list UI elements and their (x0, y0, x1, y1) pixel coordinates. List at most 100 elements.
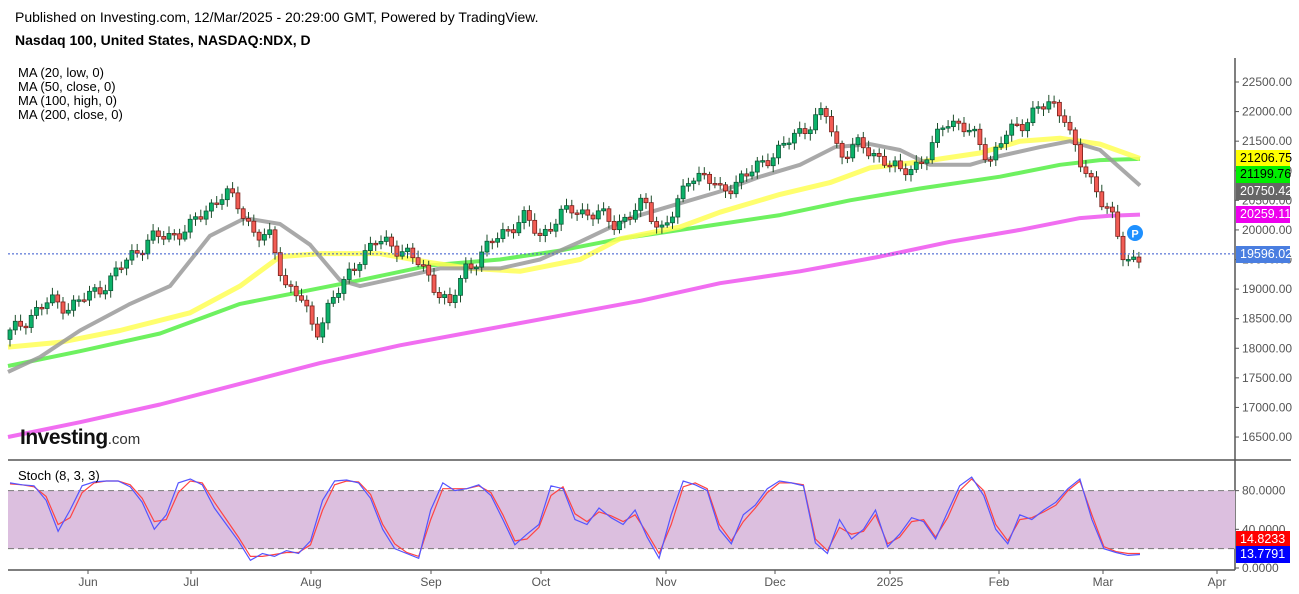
candle-down (1041, 106, 1046, 110)
candle-up (1035, 106, 1041, 109)
candle-down (823, 108, 829, 117)
candle-up (320, 322, 326, 338)
candle-down (420, 264, 426, 267)
candle-down (134, 250, 140, 254)
candle-down (489, 240, 495, 244)
ma20-line (7, 139, 1142, 374)
candle-down (235, 192, 241, 210)
x-tick-label: Feb (989, 575, 1010, 589)
candle-down (961, 122, 967, 133)
candle-up (208, 202, 214, 212)
candle-down (548, 228, 553, 232)
candle-down (505, 229, 511, 232)
candle-down (394, 245, 400, 257)
candle-down (1078, 144, 1083, 168)
candle-up (129, 250, 135, 261)
x-tick-label: Jun (78, 575, 97, 589)
candle-up (601, 208, 606, 212)
symbol-title: Nasdaq 100, United States, NASDAQ:NDX, D (15, 32, 311, 48)
candle-up (749, 171, 755, 177)
candle-up (617, 220, 622, 231)
x-tick-label: 2025 (877, 575, 904, 589)
candle-up (71, 299, 76, 311)
badge-label: P (1131, 229, 1138, 241)
candle-down (431, 274, 437, 293)
candle-down (1014, 123, 1020, 126)
candle-up (1046, 101, 1052, 110)
candle-down (898, 160, 903, 170)
candle-up (166, 233, 172, 240)
candle-up (855, 137, 861, 146)
candle-up (193, 216, 198, 220)
candle-down (1057, 101, 1062, 117)
candle-up (187, 218, 193, 233)
candle-down (1110, 206, 1115, 213)
candle-up (516, 222, 522, 234)
x-tick-label: Mar (1093, 575, 1114, 589)
y-tick-label: 17500.00 (1242, 371, 1292, 385)
candle-up (680, 185, 686, 200)
candle-up (797, 128, 803, 134)
candle-down (198, 216, 204, 220)
candle-up (813, 114, 818, 131)
candle-down (309, 305, 315, 325)
candle-up (913, 161, 919, 170)
candle-up (458, 277, 463, 296)
candle-up (929, 142, 935, 161)
candle-down (177, 233, 183, 240)
candle-down (1094, 176, 1099, 193)
ma-legend: MA (20, low, 0) MA (50, close, 0) MA (10… (18, 66, 123, 122)
y-tick-label: 22000.00 (1242, 105, 1292, 119)
candle-down (288, 284, 294, 287)
candle-up (807, 129, 813, 134)
y-tick-label: 19000.00 (1242, 282, 1292, 296)
legend-ma20: MA (20, low, 0) (18, 65, 104, 80)
y-tick-label: 17000.00 (1242, 400, 1292, 414)
candle-down (240, 208, 246, 219)
candle-up (818, 108, 824, 116)
candle-up (65, 309, 71, 314)
candle-down (712, 183, 718, 186)
candle-down (585, 209, 591, 216)
x-tick-label: Jul (183, 575, 198, 589)
candle-down (845, 156, 850, 160)
dividend-badge-icon[interactable] (1127, 225, 1143, 241)
candle-down (1136, 256, 1142, 263)
stoch-tick-label: 0.0000 (1242, 561, 1279, 575)
candle-down (956, 120, 962, 124)
candle-down (882, 155, 887, 166)
candle-down (155, 230, 161, 237)
candle-up (341, 279, 347, 294)
candle-up (760, 160, 765, 163)
candle-down (293, 285, 299, 297)
candle-up (452, 294, 458, 303)
candle-up (224, 188, 230, 201)
candle-down (1067, 121, 1073, 131)
candle-down (860, 137, 866, 149)
candle-down (839, 142, 845, 158)
candles (7, 94, 1142, 347)
y-tick-label: 21500.00 (1242, 134, 1292, 148)
candle-up (850, 144, 856, 159)
candle-down (643, 197, 649, 204)
candle-up (686, 183, 691, 187)
stoch-k-line (9, 476, 1141, 562)
candle-down (415, 257, 421, 266)
candle-down (1051, 101, 1057, 104)
candle-down (299, 295, 304, 301)
candle-up (1131, 256, 1136, 260)
ma200-line (7, 212, 1141, 439)
candle-up (442, 294, 448, 299)
ma20-tag: 20750.42 (1236, 183, 1292, 200)
candle-up (44, 302, 50, 309)
candle-down (648, 202, 654, 222)
candle-up (28, 314, 34, 328)
candle-down (230, 188, 236, 194)
published-line: Published on Investing.com, 12/Mar/2025 … (15, 9, 539, 25)
y-tick-label: 16500.00 (1242, 430, 1292, 444)
x-tick-label: Apr (1208, 575, 1227, 589)
candle-up (786, 142, 792, 145)
ma200-tag: 20259.11 (1236, 206, 1291, 223)
candle-up (1025, 122, 1030, 132)
